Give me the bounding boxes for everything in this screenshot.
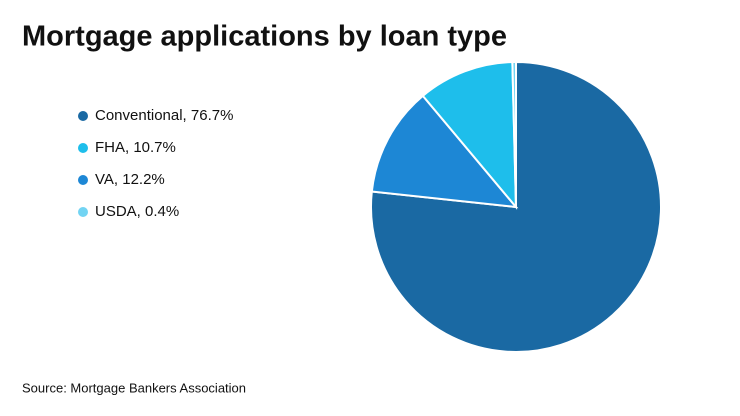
legend-label: Conventional, 76.7%: [95, 107, 233, 124]
legend-label: USDA, 0.4%: [95, 203, 179, 220]
pie-slice: [511, 60, 517, 208]
legend-swatch: [78, 175, 88, 185]
chart-title: Mortgage applications by loan type: [22, 21, 507, 53]
pie-slice: [370, 94, 519, 209]
source-note: Source: Mortgage Bankers Association: [22, 380, 246, 395]
pie-slice: [421, 61, 518, 210]
legend-swatch: [78, 207, 88, 217]
legend-label: VA, 12.2%: [95, 171, 165, 188]
legend-label: FHA, 10.7%: [95, 139, 176, 156]
legend-swatch: [78, 143, 88, 153]
legend-swatch: [78, 111, 88, 121]
